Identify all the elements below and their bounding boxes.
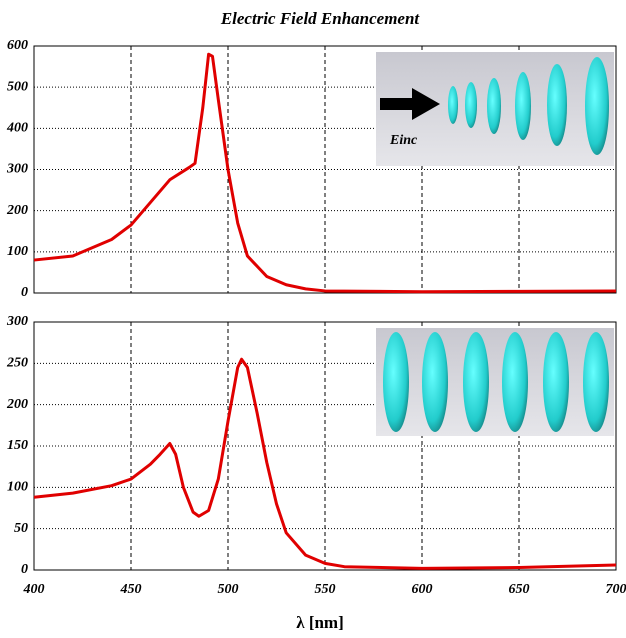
- y-tick-label: 250: [6, 356, 28, 371]
- x-tick-label: 400: [23, 582, 45, 597]
- plot-frame: [33, 45, 617, 294]
- annotation: Einc: [389, 133, 418, 148]
- y-tick-label: 600: [7, 38, 28, 53]
- y-tick-label: 0: [21, 562, 28, 577]
- x-tick-label: 700: [606, 582, 626, 597]
- y-tick-label: 100: [7, 244, 28, 259]
- y-tick-label: 50: [14, 521, 28, 536]
- y-tick-label: 400: [6, 121, 28, 136]
- y-tick-label: 100: [7, 480, 28, 495]
- y-tick-label: 300: [6, 314, 28, 329]
- y-tick-label: 200: [6, 203, 28, 218]
- data-line: [33, 52, 617, 294]
- inset-image: [376, 328, 614, 436]
- x-tick-label: 550: [315, 582, 336, 597]
- y-tick-label: 0: [21, 285, 28, 300]
- y-tick-label: 200: [6, 397, 28, 412]
- plot-frame: [33, 321, 617, 571]
- x-tick-label: 600: [412, 582, 433, 597]
- y-tick-label: 150: [7, 438, 28, 453]
- y-tick-label: 300: [6, 162, 28, 177]
- y-tick-label: 500: [7, 79, 28, 94]
- x-tick-label: 650: [509, 582, 530, 597]
- x-tick-label: 450: [120, 582, 142, 597]
- chart-title: Electric Field Enhancement: [220, 9, 421, 28]
- data-line: [33, 357, 617, 570]
- x-axis-label: λ [nm]: [296, 613, 344, 632]
- inset-image: [376, 52, 614, 166]
- x-tick-label: 500: [218, 582, 239, 597]
